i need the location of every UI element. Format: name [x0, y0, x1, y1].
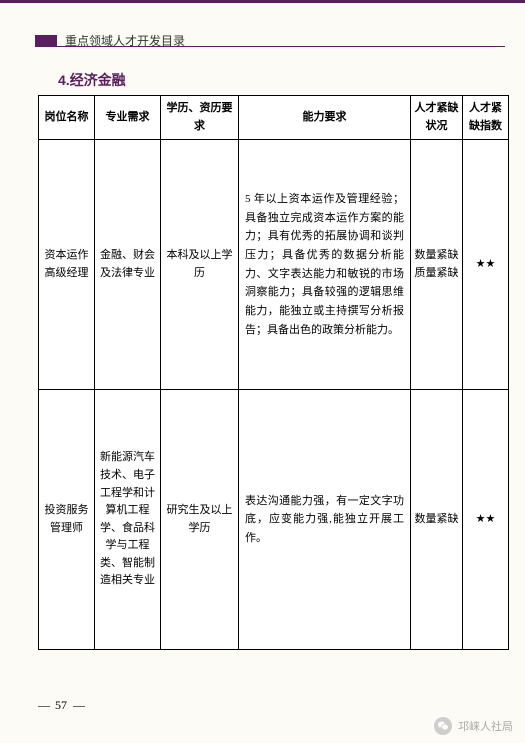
- header-accent-block: [35, 35, 57, 47]
- cell-education: 研究生及以上学历: [161, 390, 239, 650]
- cell-position: 资本运作高级经理: [39, 140, 95, 390]
- col-index: 人才紧缺指数: [463, 96, 509, 140]
- cell-shortage: 数量紧缺质量紧缺: [411, 140, 463, 390]
- section-name: 经济金融: [70, 72, 126, 88]
- section-title: 4.经济金融: [58, 70, 126, 90]
- wechat-icon: [434, 717, 452, 735]
- page-footer: — 57 —: [38, 698, 84, 713]
- table-header-row: 岗位名称 专业需求 学历、资历要求 能力要求 人才紧缺状况 人才紧缺指数: [39, 96, 509, 140]
- cell-index: ★★: [463, 140, 509, 390]
- cell-position: 投资服务管理师: [39, 390, 95, 650]
- table-row: 资本运作高级经理 金融、财会及法律专业 本科及以上学历 5 年以上资本运作及管理…: [39, 140, 509, 390]
- col-major: 专业需求: [95, 96, 161, 140]
- top-accent-bar: [0, 0, 525, 3]
- cell-major: 新能源汽车技术、电子工程学和计算机工程学、食品科学与工程类、智能制造相关专业: [95, 390, 161, 650]
- watermark-text: 邛崃人社局: [458, 718, 513, 734]
- cell-ability: 5 年以上资本运作及管理经验；具备独立完成资本运作方案的能力；具有优秀的拓展协调…: [239, 140, 411, 390]
- cell-major: 金融、财会及法律专业: [95, 140, 161, 390]
- col-position: 岗位名称: [39, 96, 95, 140]
- watermark: 邛崃人社局: [434, 717, 513, 735]
- col-shortage: 人才紧缺状况: [411, 96, 463, 140]
- footer-dash-right: —: [73, 698, 84, 713]
- header-rule: [35, 46, 505, 47]
- section-number: 4.: [58, 72, 70, 88]
- cell-index: ★★: [463, 390, 509, 650]
- table-row: 投资服务管理师 新能源汽车技术、电子工程学和计算机工程学、食品科学与工程类、智能…: [39, 390, 509, 650]
- talent-table: 岗位名称 专业需求 学历、资历要求 能力要求 人才紧缺状况 人才紧缺指数 资本运…: [38, 95, 509, 650]
- col-ability: 能力要求: [239, 96, 411, 140]
- cell-education: 本科及以上学历: [161, 140, 239, 390]
- cell-ability: 表达沟通能力强，有一定文字功底，应变能力强,能独立开展工作。: [239, 390, 411, 650]
- col-education: 学历、资历要求: [161, 96, 239, 140]
- footer-dash-left: —: [38, 698, 49, 713]
- cell-shortage: 数量紧缺: [411, 390, 463, 650]
- page-number: 57: [55, 698, 67, 713]
